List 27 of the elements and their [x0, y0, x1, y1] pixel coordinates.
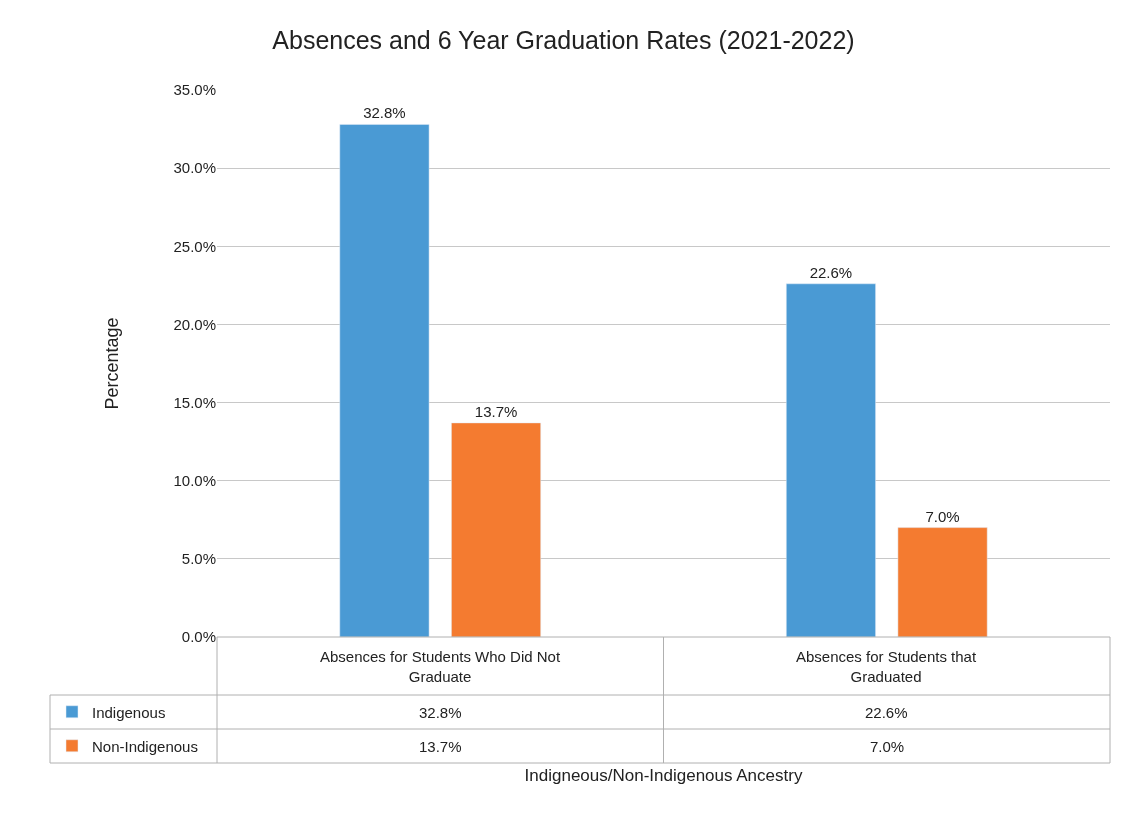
text: 7.0% — [925, 507, 960, 525]
y-tick-label: 20.0% — [173, 315, 216, 333]
data-label: 22.6% — [865, 704, 908, 721]
bar — [339, 124, 430, 637]
y-tick-label: 15.0% — [173, 393, 216, 411]
y-axis-title: Percentage — [101, 317, 122, 410]
data-label: 7.0% — [870, 738, 905, 755]
legend-label: Indigenous — [92, 703, 166, 721]
text: 32.8% — [363, 104, 406, 122]
y-tick-label: 30.0% — [173, 159, 216, 177]
chart-title: Absences and 6 Year Graduation Rates (2021-2022) — [272, 25, 855, 54]
data-label: 32.8% — [419, 704, 462, 721]
y-tick-label: 0.0% — [181, 628, 216, 646]
y-tick-label: 25.0% — [173, 237, 216, 255]
x-tick-label: Absences for Students Who Did Not Graduate — [320, 648, 561, 685]
text: 22.6% — [809, 263, 853, 281]
bar — [786, 283, 876, 637]
legend-label: Non-Indigenous — [92, 737, 198, 755]
data-label: 13.7% — [419, 738, 462, 755]
bar — [451, 422, 541, 637]
y-tick-label: 10.0% — [173, 471, 216, 489]
bar — [897, 527, 988, 637]
y-tick-label: 5.0% — [181, 550, 216, 568]
x-tick-label: Absences for Students that Graduated — [796, 648, 977, 685]
x-axis-title: Indigneous/Non-Indigenous Ancestry — [524, 766, 803, 786]
text: 13.7% — [474, 402, 518, 420]
y-tick-label: 35.0% — [173, 81, 216, 99]
